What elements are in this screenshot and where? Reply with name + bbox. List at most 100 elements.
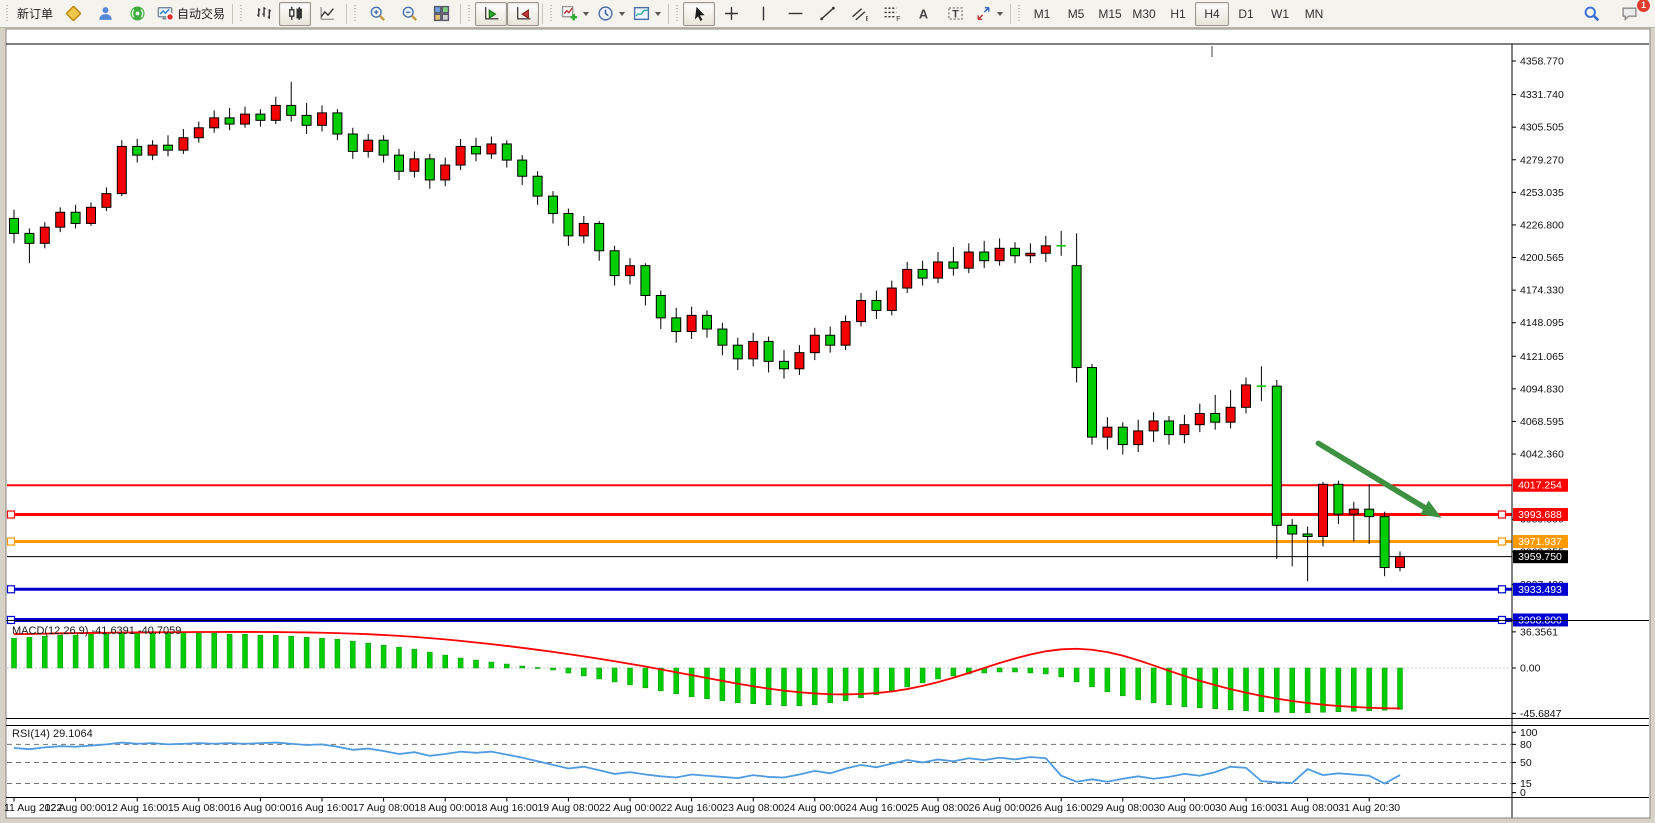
community-button[interactable] [89,2,121,26]
indicators-button[interactable] [557,2,593,26]
autotrading-icon [157,5,175,22]
svg-text:E: E [865,16,867,22]
toolbar-separator [668,3,670,24]
search-button[interactable] [1575,2,1607,26]
cursor-button[interactable] [683,1,716,26]
line-handle[interactable] [1497,537,1507,546]
equidistant-channel-button[interactable]: E [843,2,875,26]
vertical-line-button[interactable] [747,2,779,26]
line-handle[interactable] [6,537,16,546]
price-boxes: 4017.254 3993.688 3971.937 3959.750 3933.493… [1513,478,1568,627]
hline-support-blue-1[interactable] [6,585,1512,594]
toolbar-separator [542,3,544,24]
toolbar-separator [346,3,348,24]
time-tick-label: 26 Aug 16:00 [1030,802,1092,814]
svg-text:0.00: 0.00 [1520,663,1541,675]
svg-text:3933.493: 3933.493 [1518,584,1562,596]
toolbar-separator [232,3,234,24]
timeframe-m1[interactable]: M1 [1025,2,1059,26]
trendline-icon [819,5,836,22]
chart-background [0,28,1655,823]
crosshair-button[interactable] [715,2,747,26]
line-chart-button[interactable] [311,2,343,26]
line-handle[interactable] [6,585,16,594]
price-tick-label: 4253.035 [1520,187,1564,199]
tile-windows-button[interactable] [425,2,457,26]
time-tick-label: 22 Aug 00:00 [599,802,661,814]
price-box-current-price-line [1513,550,1568,564]
time-tick-label: 12 Aug 00:00 [45,802,107,814]
time-tick-label: 22 Aug 16:00 [661,802,723,814]
timeframe-m5-label: M5 [1067,6,1085,21]
price-tick-label: 4331.740 [1520,89,1564,101]
auto-scroll-button[interactable] [475,1,508,26]
zoom-out-button[interactable] [393,2,425,26]
horizontal-lines[interactable] [6,484,1512,625]
svg-text:4017.254: 4017.254 [1518,480,1562,492]
chevron-down-icon[interactable] [655,11,662,16]
bar-chart-button[interactable] [247,2,279,26]
horizontal-line-button[interactable] [779,2,811,26]
timeframe-m5[interactable]: M5 [1059,2,1093,26]
chat-button[interactable]: 1 [1613,0,1651,26]
candlestick-button[interactable] [279,1,312,26]
svg-text:3993.688: 3993.688 [1518,509,1562,521]
trendline-button[interactable] [811,2,843,26]
toolbar-grip [1017,4,1023,23]
toolbar-grip [675,4,681,23]
line-handle[interactable] [1497,615,1507,625]
timeframe-m30[interactable]: M30 [1127,2,1161,26]
timeframe-mn[interactable]: MN [1297,2,1331,26]
time-tick-label: 15 Aug 08:00 [168,802,230,814]
svg-text:0: 0 [1520,787,1526,799]
candlestick-series[interactable] [9,81,1405,582]
chevron-down-icon[interactable] [619,11,626,16]
fibonacci-button[interactable]: F [875,2,907,26]
chat-icon [1621,5,1638,22]
timeframe-d1[interactable]: D1 [1229,2,1263,26]
svg-text:F: F [896,16,900,22]
periods-button[interactable] [593,2,629,26]
line-handle[interactable] [6,615,16,625]
toolbar-grip [549,4,555,23]
time-tick-label: 24 Aug 00:00 [784,802,846,814]
macd-pane: 36.3561 0.00 -45.6847 [7,626,1562,720]
trend-arrow[interactable] [1315,440,1442,518]
time-tick-label: 24 Aug 16:00 [845,802,907,814]
signals-button[interactable] [121,2,153,26]
templates-button[interactable] [629,2,665,26]
price-tick-label: 4358.770 [1520,56,1564,68]
hline-support-orange[interactable] [6,537,1512,546]
time-tick-label: 12 Aug 16:00 [106,802,168,814]
price-box-support-blue-1 [1513,582,1568,596]
zoom-in-button[interactable] [361,2,393,26]
line-handle[interactable] [6,510,16,519]
toolbar-separator [460,3,462,24]
text-label-button[interactable]: T [939,2,971,26]
new-order-button[interactable]: 新订单 [13,2,57,26]
chart-shift-button[interactable] [507,1,540,26]
chevron-down-icon[interactable] [997,11,1004,16]
metaeditor-button[interactable] [57,2,89,26]
timeframe-m15[interactable]: M15 [1093,2,1127,26]
text-button[interactable]: A [907,2,939,26]
rsi-indicator-label: RSI(14) 29.1064 [12,728,93,740]
toolbar-grip [239,4,245,23]
timeframe-h1[interactable]: H1 [1161,2,1195,26]
hline-support-blue-2[interactable] [6,615,1512,625]
price-box-support-orange [1513,535,1568,549]
arrows-button[interactable] [971,2,1007,26]
timeframe-h4[interactable]: H4 [1195,1,1230,26]
line-handle[interactable] [1497,585,1507,594]
line-handle[interactable] [1497,510,1507,519]
svg-text:80: 80 [1520,739,1532,751]
notification-badge: 1 [1636,0,1651,13]
hline-resistance-2[interactable] [6,510,1512,519]
toolbar-grip [5,4,10,23]
chevron-down-icon[interactable] [583,11,590,16]
svg-text:-45.6847: -45.6847 [1520,708,1562,720]
timeframe-w1[interactable]: W1 [1263,2,1297,26]
autotrading-button[interactable]: 自动交易 [153,2,229,26]
